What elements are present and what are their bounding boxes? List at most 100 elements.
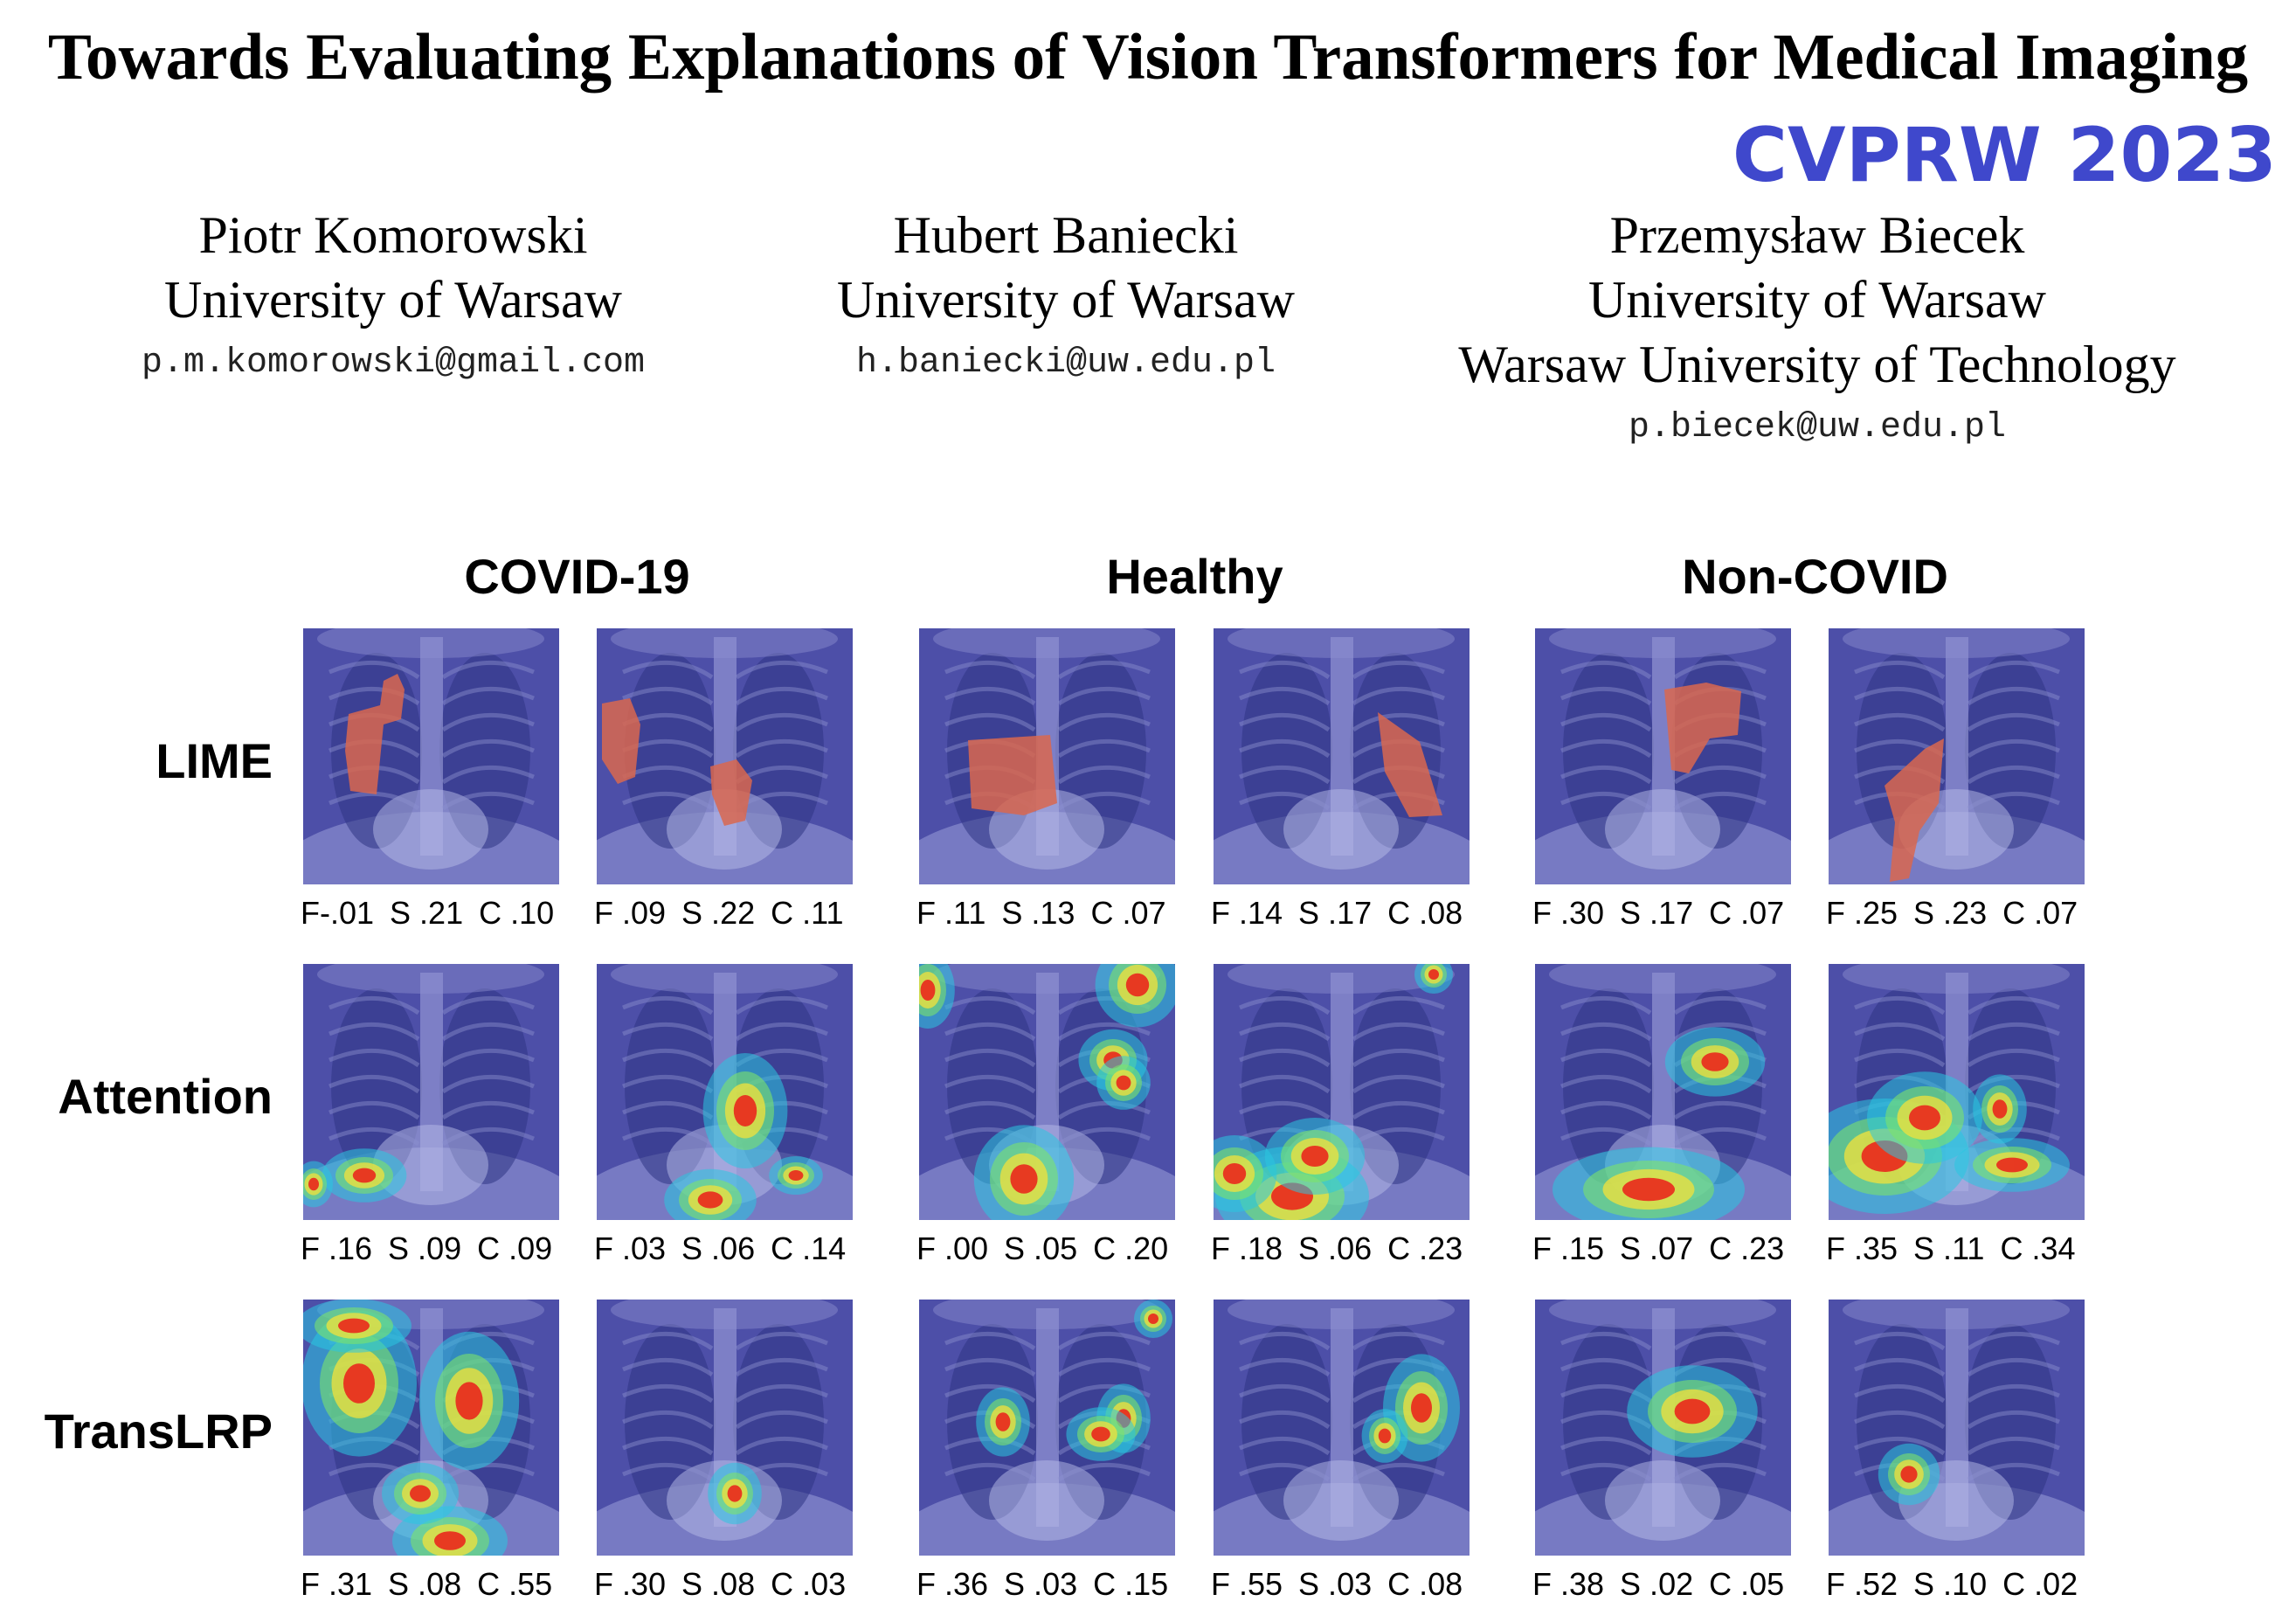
sensitivity-score: S .08 bbox=[681, 1566, 756, 1602]
sensitivity-score: S .17 bbox=[1298, 895, 1373, 931]
complexity-score: C .23 bbox=[1709, 1230, 1785, 1266]
xray-image bbox=[597, 964, 853, 1220]
metric-scores: F .30 S .08 C .03 bbox=[594, 1565, 891, 1604]
xray-panel bbox=[303, 1300, 559, 1556]
faithfulness-score: F .14 bbox=[1211, 895, 1283, 931]
complexity-score: C .02 bbox=[2002, 1566, 2078, 1602]
metric-scores: F .38 S .02 C .05 bbox=[1532, 1565, 1829, 1604]
faithfulness-score: F .30 bbox=[1532, 895, 1605, 931]
group-title-noncovid: Non-COVID bbox=[1682, 549, 1948, 604]
paper-title: Towards Evaluating Explanations of Visio… bbox=[47, 21, 2249, 94]
faithfulness-score: F .31 bbox=[301, 1566, 373, 1602]
author-affiliation: University of Warsaw bbox=[1588, 271, 2046, 329]
xray-panel bbox=[1214, 628, 1470, 884]
faithfulness-score: F .18 bbox=[1211, 1230, 1283, 1266]
author-email: h.baniecki@uw.edu.pl bbox=[855, 343, 1276, 383]
metric-scores: F .25 S .23 C .07 bbox=[1826, 894, 2123, 932]
xray-panel bbox=[1829, 628, 2085, 884]
metric-scores: F .14 S .17 C .08 bbox=[1211, 894, 1508, 932]
xray-image bbox=[919, 628, 1175, 884]
metric-scores: F .03 S .06 C .14 bbox=[594, 1230, 891, 1268]
complexity-score: C .15 bbox=[1093, 1566, 1169, 1602]
xray-panel bbox=[597, 1300, 853, 1556]
group-title-covid: COVID-19 bbox=[464, 549, 690, 604]
author-baniecki: Hubert Baniecki University of Warsaw h.b… bbox=[673, 203, 1459, 390]
xray-image bbox=[1535, 1300, 1791, 1556]
sensitivity-score: S .23 bbox=[1913, 895, 1988, 931]
sensitivity-score: S .17 bbox=[1620, 895, 1694, 931]
sensitivity-score: S .02 bbox=[1620, 1566, 1694, 1602]
complexity-score: C .07 bbox=[1709, 895, 1785, 931]
faithfulness-score: F .25 bbox=[1826, 895, 1898, 931]
faithfulness-score: F .11 bbox=[916, 895, 986, 931]
complexity-score: C .05 bbox=[1709, 1566, 1785, 1602]
faithfulness-score: F .15 bbox=[1532, 1230, 1605, 1266]
xray-image bbox=[1829, 1300, 2085, 1556]
author-email: p.m.komorowski@gmail.com bbox=[141, 343, 646, 383]
sensitivity-score: S .06 bbox=[1298, 1230, 1373, 1266]
xray-image bbox=[597, 1300, 853, 1556]
complexity-score: C .11 bbox=[771, 895, 844, 931]
author-biecek: Przemysław Biecek University of Warsaw W… bbox=[1424, 203, 2210, 454]
faithfulness-score: F .52 bbox=[1826, 1566, 1898, 1602]
xray-panel bbox=[919, 1300, 1175, 1556]
sensitivity-score: S .05 bbox=[1004, 1230, 1078, 1266]
complexity-score: C .14 bbox=[771, 1230, 847, 1266]
sensitivity-score: S .10 bbox=[1913, 1566, 1988, 1602]
xray-panel bbox=[1535, 628, 1791, 884]
author-name: Przemysław Biecek bbox=[1609, 206, 2025, 264]
complexity-score: C .55 bbox=[477, 1566, 553, 1602]
metric-scores: F .11 S .13 C .07 bbox=[916, 894, 1214, 932]
xray-image bbox=[1214, 628, 1470, 884]
xray-panel bbox=[1214, 1300, 1470, 1556]
sensitivity-score: S .22 bbox=[681, 895, 756, 931]
metric-scores: F .55 S .03 C .08 bbox=[1211, 1565, 1508, 1604]
xray-panel bbox=[597, 964, 853, 1220]
xray-panel bbox=[1829, 1300, 2085, 1556]
faithfulness-score: F .55 bbox=[1211, 1566, 1283, 1602]
metric-scores: F .36 S .03 C .15 bbox=[916, 1565, 1214, 1604]
author-komorowski: Piotr Komorowski University of Warsaw p.… bbox=[0, 203, 786, 390]
xray-image bbox=[1535, 964, 1791, 1220]
metric-scores: F-.01 S .21 C .10 bbox=[301, 894, 598, 932]
complexity-score: C .10 bbox=[479, 895, 555, 931]
venue-label: CVPRW 2023 bbox=[1732, 112, 2277, 199]
xray-image bbox=[303, 1300, 559, 1556]
xray-panel bbox=[303, 628, 559, 884]
group-title-healthy: Healthy bbox=[1106, 549, 1283, 604]
xray-image bbox=[919, 964, 1175, 1220]
faithfulness-score: F .38 bbox=[1532, 1566, 1605, 1602]
sensitivity-score: S .03 bbox=[1298, 1566, 1373, 1602]
faithfulness-score: F .03 bbox=[594, 1230, 667, 1266]
xray-image bbox=[597, 628, 853, 884]
xray-image bbox=[1214, 964, 1470, 1220]
row-label-translrp: TransLRP bbox=[44, 1404, 273, 1459]
xray-panel bbox=[1829, 964, 2085, 1220]
metric-scores: F .31 S .08 C .55 bbox=[301, 1565, 598, 1604]
metric-scores: F .52 S .10 C .02 bbox=[1826, 1565, 2123, 1604]
xray-image bbox=[303, 964, 559, 1220]
sensitivity-score: S .09 bbox=[388, 1230, 462, 1266]
xray-image bbox=[919, 1300, 1175, 1556]
faithfulness-score: F .00 bbox=[916, 1230, 989, 1266]
xray-panel bbox=[1214, 964, 1470, 1220]
xray-image bbox=[1535, 628, 1791, 884]
xray-panel bbox=[1535, 1300, 1791, 1556]
xray-panel bbox=[919, 628, 1175, 884]
metric-scores: F .15 S .07 C .23 bbox=[1532, 1230, 1829, 1268]
metric-scores: F .00 S .05 C .20 bbox=[916, 1230, 1214, 1268]
sensitivity-score: S .08 bbox=[388, 1566, 462, 1602]
sensitivity-score: S .06 bbox=[681, 1230, 756, 1266]
author-affiliation: University of Warsaw bbox=[837, 271, 1295, 329]
complexity-score: C .09 bbox=[477, 1230, 553, 1266]
complexity-score: C .20 bbox=[1093, 1230, 1169, 1266]
row-label-lime: LIME bbox=[156, 733, 273, 788]
sensitivity-score: S .13 bbox=[1001, 895, 1075, 931]
metric-scores: F .18 S .06 C .23 bbox=[1211, 1230, 1508, 1268]
xray-panel bbox=[597, 628, 853, 884]
complexity-score: C .08 bbox=[1387, 1566, 1463, 1602]
faithfulness-score: F .36 bbox=[916, 1566, 989, 1602]
author-email: p.biecek@uw.edu.pl bbox=[1628, 408, 2007, 447]
complexity-score: C .08 bbox=[1387, 895, 1463, 931]
metric-scores: F .09 S .22 C .11 bbox=[594, 894, 891, 932]
